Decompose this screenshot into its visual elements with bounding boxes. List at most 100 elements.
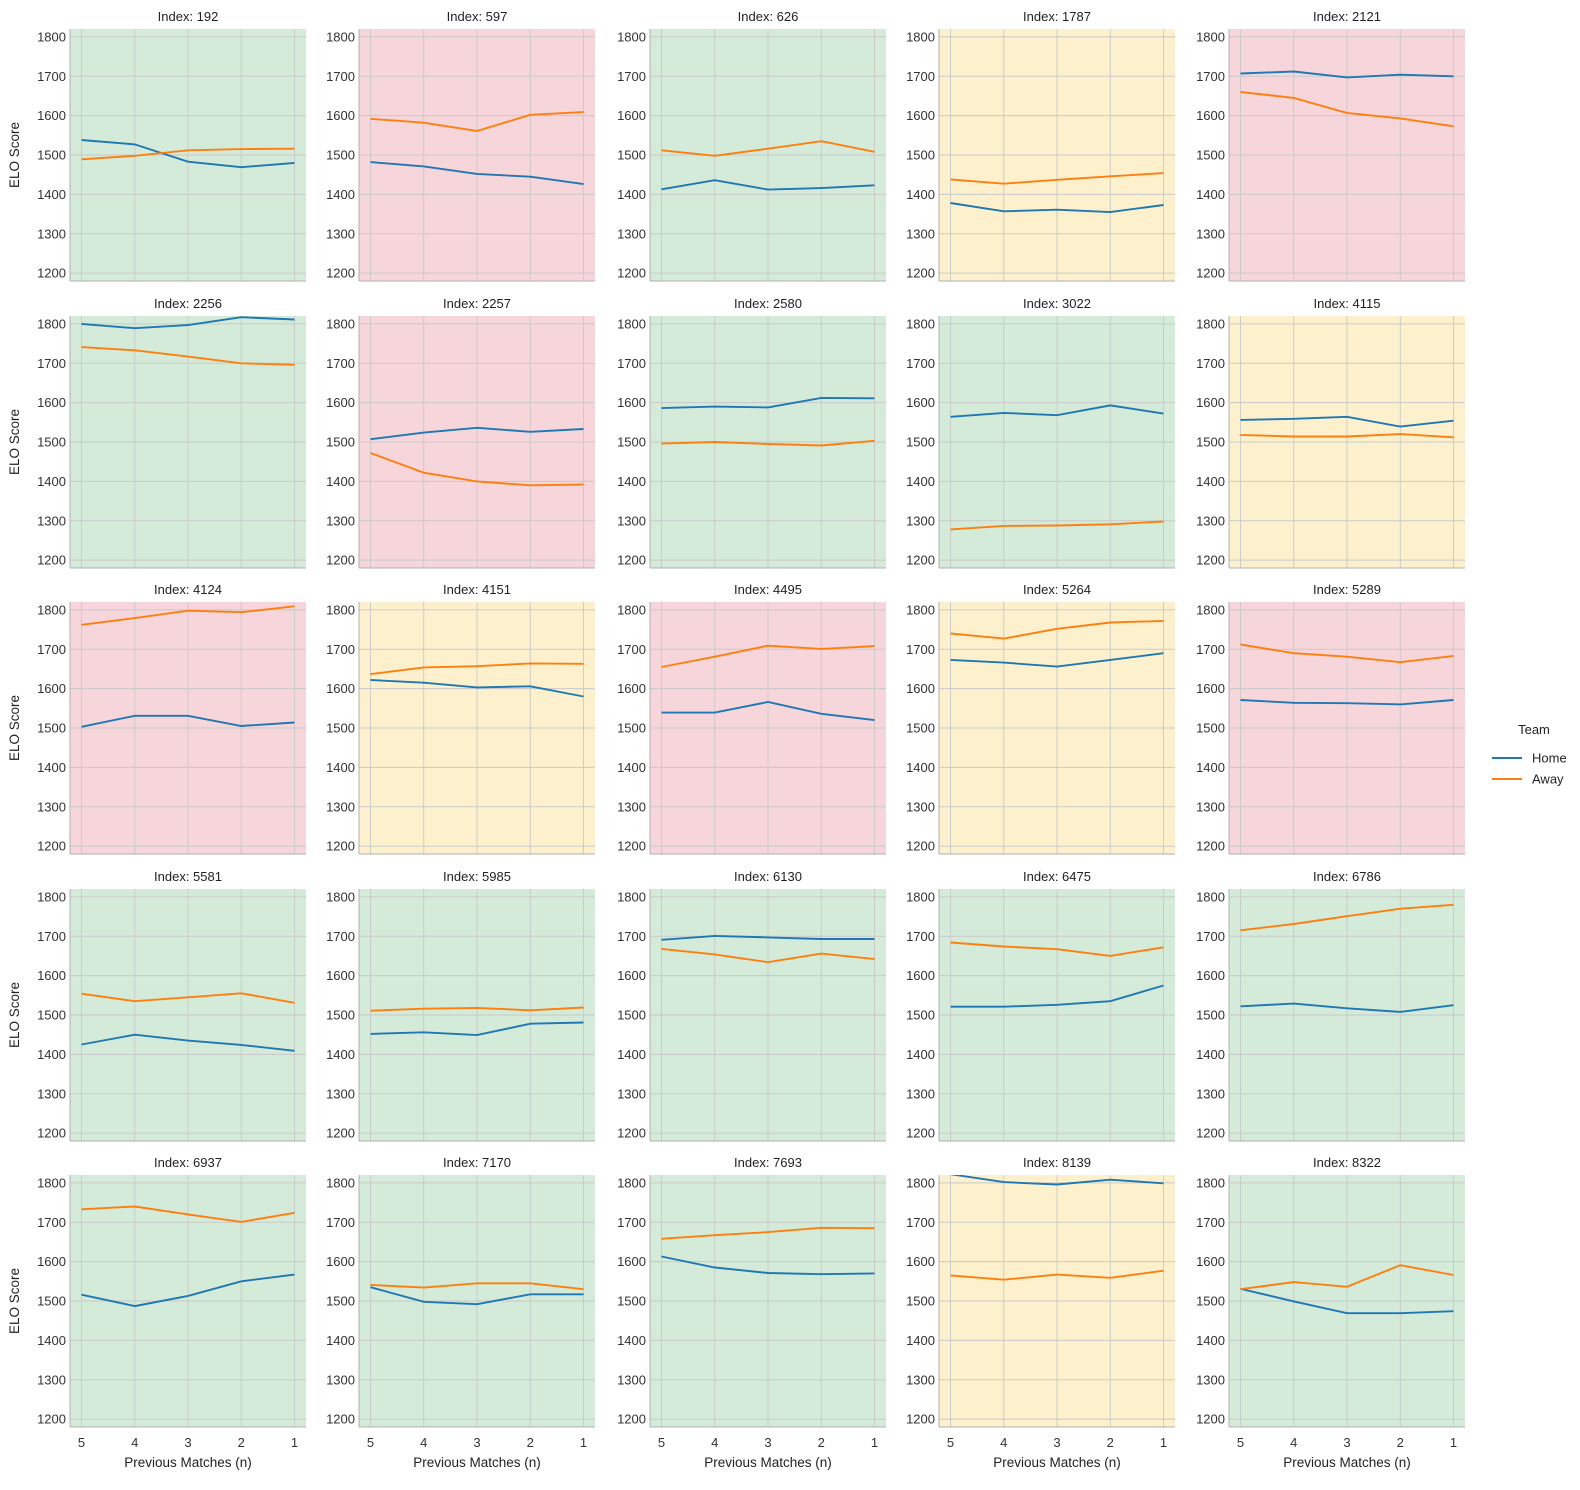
y-tick-label: 1800	[326, 29, 355, 44]
y-tick-label: 1700	[37, 356, 66, 371]
series-line-home	[370, 426, 584, 441]
y-tick-label: 1800	[906, 316, 935, 331]
y-tick-label: 1200	[1196, 266, 1225, 281]
y-tick-label: 1300	[37, 226, 66, 241]
y-axis-label: ELO Score	[7, 409, 22, 475]
panel-4115: Index: 4115 1200 1300 1400 1500 1600 1700 1800	[1196, 296, 1465, 569]
y-tick-label: 1300	[37, 1372, 66, 1387]
series-line-away	[370, 111, 584, 132]
y-tick-label: 1400	[37, 187, 66, 202]
y-tick-label: 1600	[1196, 108, 1225, 123]
y-tick-label: 1400	[617, 474, 646, 489]
series-line-home	[1240, 1002, 1454, 1013]
series-line-away	[950, 520, 1164, 531]
x-tick-label: 3	[1343, 1435, 1350, 1450]
panel-title: Index: 597	[447, 9, 508, 24]
y-tick-label: 1700	[326, 356, 355, 371]
y-tick-label: 1400	[1196, 760, 1225, 775]
y-tick-label: 1500	[37, 1008, 66, 1023]
x-tick-label: 2	[1397, 1435, 1404, 1450]
y-tick-label: 1700	[37, 929, 66, 944]
y-tick-label: 1400	[326, 1333, 355, 1348]
y-tick-label: 1800	[617, 602, 646, 617]
series-line-home	[1240, 70, 1454, 79]
series-line-home	[950, 984, 1164, 1008]
y-tick-label: 1700	[1196, 642, 1225, 657]
y-tick-label: 1800	[1196, 316, 1225, 331]
series-line-home	[370, 1021, 584, 1037]
y-tick-label: 1700	[617, 356, 646, 371]
series-line-away	[950, 1269, 1164, 1281]
legend-title: Team	[1518, 722, 1550, 737]
panel-2257: Index: 2257 1200 1300 1400 1500 1600 1700 1800	[326, 296, 595, 569]
y-tick-label: 1600	[37, 968, 66, 983]
y-axis-label: ELO Score	[7, 982, 22, 1048]
y-tick-label: 1600	[326, 1254, 355, 1269]
y-tick-label: 1500	[326, 721, 355, 736]
y-tick-label: 1600	[906, 1254, 935, 1269]
y-tick-label: 1400	[37, 474, 66, 489]
panel-title: Index: 4151	[443, 582, 511, 597]
x-axis-label: Previous Matches (n)	[704, 1455, 832, 1470]
y-tick-label: 1200	[326, 1412, 355, 1427]
y-tick-label: 1400	[906, 760, 935, 775]
y-axis-label: ELO Score	[7, 695, 22, 761]
y-tick-label: 1600	[906, 968, 935, 983]
series-line-home	[81, 316, 295, 330]
y-tick-label: 1500	[1196, 435, 1225, 450]
y-tick-label: 1700	[1196, 356, 1225, 371]
y-tick-label: 1800	[326, 889, 355, 904]
series-line-home	[661, 179, 875, 191]
series-line-away	[81, 1205, 295, 1223]
y-tick-label: 1800	[326, 316, 355, 331]
y-tick-label: 1600	[617, 1254, 646, 1269]
y-axis-label: ELO Score	[7, 1268, 22, 1334]
panel-7693: Index: 7693 1200 1300 1400 1500 1600 1700 1800 5…	[617, 1155, 886, 1470]
x-tick-label: 5	[1237, 1435, 1244, 1450]
series-line-home	[81, 714, 295, 728]
series-line-home	[950, 202, 1164, 214]
series-line-home	[370, 161, 584, 186]
panel-7170: Index: 7170 1200 1300 1400 1500 1600 1700 1800 5…	[326, 1155, 595, 1470]
series-line-away	[1240, 91, 1454, 128]
series-line-home	[81, 1273, 295, 1308]
y-tick-label: 1500	[37, 435, 66, 450]
y-tick-label: 1500	[326, 435, 355, 450]
panel-2121: Index: 2121 1200 1300 1400 1500 1600 1700 1800	[1196, 9, 1465, 282]
panel-5264: Index: 5264 1200 1300 1400 1500 1600 1700 1800	[906, 582, 1175, 855]
y-tick-label: 1600	[37, 395, 66, 410]
y-tick-label: 1500	[617, 1294, 646, 1309]
legend-entry-away: Away	[1492, 772, 1564, 787]
y-tick-label: 1300	[326, 226, 355, 241]
panel-title: Index: 2121	[1313, 9, 1381, 24]
series-line-home	[1240, 699, 1454, 706]
y-tick-label: 1500	[617, 1008, 646, 1023]
series-line-home	[81, 139, 295, 169]
y-tick-label: 1600	[617, 681, 646, 696]
y-tick-label: 1300	[906, 1086, 935, 1101]
y-tick-label: 1400	[906, 474, 935, 489]
y-tick-label: 1300	[1196, 799, 1225, 814]
x-tick-label: 5	[658, 1435, 665, 1450]
panel-title: Index: 6130	[734, 869, 802, 884]
y-tick-label: 1200	[617, 839, 646, 854]
y-tick-label: 1300	[1196, 513, 1225, 528]
y-tick-label: 1700	[1196, 69, 1225, 84]
y-tick-label: 1600	[906, 681, 935, 696]
x-tick-label: 1	[1450, 1435, 1457, 1450]
y-tick-label: 1500	[617, 435, 646, 450]
y-tick-label: 1300	[1196, 1086, 1225, 1101]
legend-label: Away	[1532, 772, 1564, 787]
series-line-away	[1240, 433, 1454, 439]
x-tick-label: 4	[1000, 1435, 1007, 1450]
y-tick-label: 1400	[37, 760, 66, 775]
y-tick-label: 1500	[37, 148, 66, 163]
x-tick-label: 2	[527, 1435, 534, 1450]
y-tick-label: 1500	[1196, 1008, 1225, 1023]
y-tick-label: 1500	[326, 1294, 355, 1309]
y-tick-label: 1400	[1196, 187, 1225, 202]
y-tick-label: 1700	[617, 1215, 646, 1230]
y-tick-label: 1500	[1196, 1294, 1225, 1309]
panel-title: Index: 5264	[1023, 582, 1091, 597]
